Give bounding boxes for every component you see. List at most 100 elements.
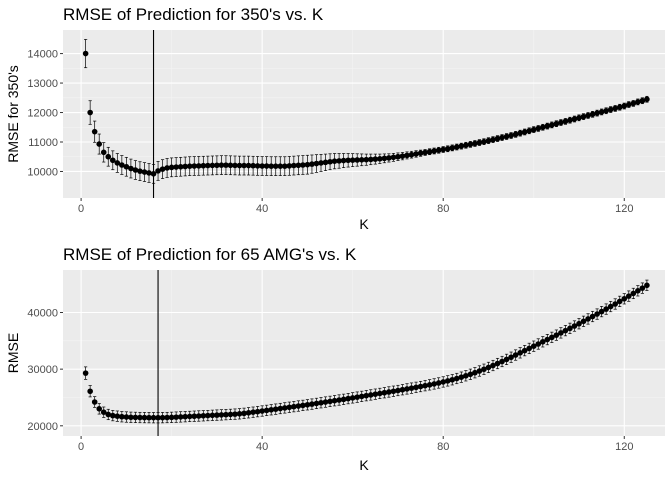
data-point [562, 327, 569, 334]
y-tick-label: 10000 [27, 166, 58, 178]
data-point [544, 123, 551, 129]
data-point [159, 166, 166, 172]
data-point [304, 401, 311, 408]
data-point [354, 394, 361, 400]
y-tick-label: 12000 [27, 108, 58, 120]
data-point [214, 412, 220, 418]
data-point [164, 165, 170, 171]
x-tick-label: 120 [615, 203, 633, 215]
data-point [241, 410, 247, 417]
data-point [377, 156, 383, 162]
x-axis-title: K [359, 457, 369, 473]
data-point [205, 412, 211, 419]
data-point [254, 163, 261, 169]
data-point [322, 159, 329, 166]
data-point [309, 401, 315, 407]
data-point [227, 162, 234, 169]
data-point [508, 132, 514, 139]
y-tick-label: 14000 [27, 49, 58, 61]
data-point [159, 414, 166, 421]
y-tick-label: 30000 [27, 364, 58, 376]
data-point [490, 136, 496, 143]
data-point [594, 311, 600, 317]
chart-panel-65amg: RMSE of Prediction for 65 AMG's vs. K 20… [5, 245, 665, 473]
data-point [245, 162, 252, 169]
data-point [191, 163, 198, 169]
data-point [309, 161, 315, 167]
data-point [146, 414, 152, 421]
data-point [268, 163, 275, 169]
data-point [526, 345, 533, 352]
data-point [295, 403, 302, 409]
x-tick-label: 0 [78, 203, 84, 215]
data-point [236, 410, 243, 417]
data-point [87, 109, 93, 116]
data-point [164, 414, 170, 421]
data-point [223, 162, 229, 168]
data-point [440, 146, 447, 153]
data-point [209, 412, 216, 419]
data-point [313, 400, 320, 407]
data-point [277, 163, 284, 169]
data-point [494, 135, 501, 142]
data-point [205, 162, 211, 169]
data-point [281, 163, 288, 169]
data-point [453, 144, 460, 150]
data-point [327, 398, 333, 405]
data-point [218, 412, 225, 418]
data-point [485, 137, 492, 144]
data-point [386, 155, 392, 161]
data-point [404, 152, 410, 159]
data-point [313, 160, 320, 167]
data-point [82, 370, 89, 376]
data-point [576, 320, 582, 327]
data-point [499, 358, 505, 365]
data-point [449, 145, 456, 151]
data-point [182, 163, 189, 170]
x-tick-label: 0 [78, 441, 84, 453]
data-point [100, 149, 107, 156]
data-point [422, 149, 428, 156]
data-point [458, 143, 465, 149]
data-point [195, 163, 202, 169]
data-point [539, 124, 546, 131]
data-point [263, 163, 270, 169]
data-point [426, 148, 433, 155]
data-point [558, 119, 564, 126]
data-point [119, 413, 125, 420]
data-point [367, 156, 374, 163]
data-points [82, 282, 650, 421]
data-point [395, 153, 401, 160]
data-point [268, 406, 275, 413]
data-point [463, 142, 469, 149]
data-point [453, 375, 460, 382]
data-point [286, 163, 293, 169]
data-point [132, 167, 139, 173]
data-point [377, 390, 383, 397]
data-point [367, 392, 374, 398]
data-point [372, 391, 379, 397]
plot-background [63, 270, 665, 436]
data-point [639, 285, 646, 291]
data-point [435, 147, 442, 154]
data-point [109, 412, 116, 419]
data-point [571, 116, 578, 122]
data-point [304, 161, 311, 168]
y-tick-label: 11000 [28, 137, 58, 149]
chart-panel-350s: RMSE of Prediction for 350's vs. K 10000… [5, 5, 665, 232]
data-point [435, 380, 442, 386]
data-point [91, 399, 98, 405]
data-point [272, 406, 279, 412]
data-point [521, 129, 528, 135]
data-point [214, 162, 220, 169]
data-point [96, 406, 103, 412]
data-point [499, 134, 505, 141]
data-point [408, 151, 415, 158]
data-point [232, 411, 238, 417]
data-point [440, 379, 447, 385]
data-point [272, 163, 279, 169]
data-point [390, 154, 397, 161]
data-point [612, 301, 619, 307]
chart-title: RMSE of Prediction for 350's vs. K [63, 5, 324, 24]
data-point [535, 341, 542, 347]
